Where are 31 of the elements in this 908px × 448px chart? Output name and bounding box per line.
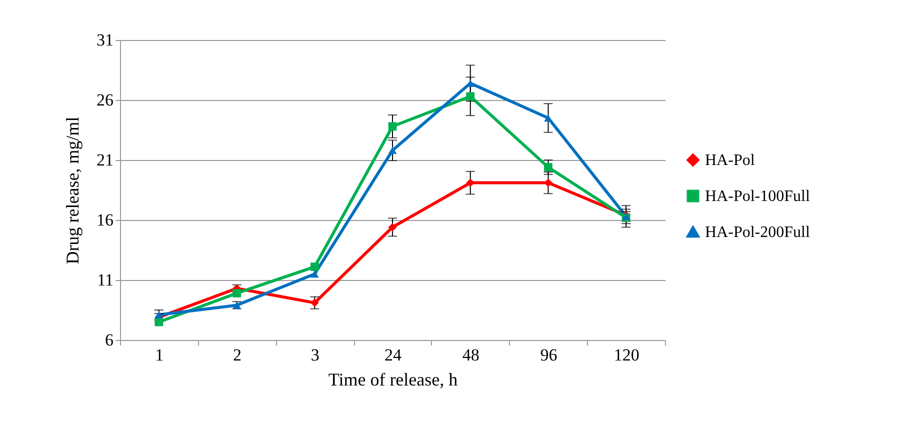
point: [310, 298, 319, 307]
y-tick-label: 16: [96, 210, 114, 230]
point: [544, 163, 552, 172]
legend-label: HA-Pol-100Full: [705, 188, 810, 205]
legend-label: HA-Pol: [705, 152, 756, 169]
point: [466, 92, 475, 101]
y-tick-label: 11: [97, 270, 114, 290]
point: [310, 270, 319, 278]
legend-label: HA-Pol-200Full: [705, 224, 810, 241]
point: [388, 122, 397, 131]
point: [154, 311, 164, 318]
x-axis-title: Time of release, h: [328, 370, 458, 390]
point: [310, 262, 319, 271]
point: [232, 289, 241, 298]
y-tick-label: 6: [105, 330, 114, 350]
x-tick-label: 24: [384, 346, 402, 364]
y-tick-label: 21: [96, 150, 114, 170]
y-tick-label: 26: [96, 90, 114, 110]
point: [388, 146, 397, 154]
point: [388, 223, 397, 232]
x-tick-label: 48: [462, 346, 480, 364]
point: [544, 178, 552, 187]
x-tick-label: 3: [310, 346, 320, 364]
point: [544, 114, 552, 122]
y-tick-label: 31: [96, 30, 114, 50]
point: [154, 318, 164, 326]
x-tick-label: 2: [233, 346, 242, 364]
x-tick-label: 96: [540, 346, 558, 364]
x-tick-label: 120: [614, 346, 640, 364]
y-axis-title: Drug release, mg/ml: [62, 116, 82, 264]
x-tick-label: 1: [155, 346, 164, 364]
